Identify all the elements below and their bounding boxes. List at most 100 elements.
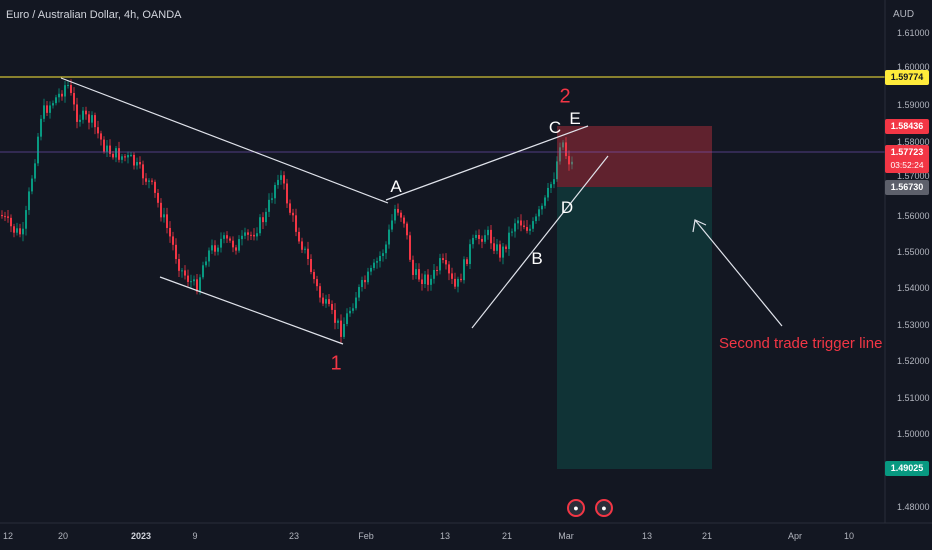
stop-loss-zone[interactable] bbox=[557, 126, 712, 187]
candle-body bbox=[298, 231, 300, 242]
candle-body bbox=[121, 156, 123, 160]
candle-body bbox=[169, 227, 171, 237]
candle-body bbox=[166, 214, 168, 228]
candle-body bbox=[160, 202, 162, 218]
candle-body bbox=[94, 115, 96, 128]
candle-body bbox=[469, 244, 471, 264]
time-axis-label: 13 bbox=[641, 531, 653, 541]
candle-body bbox=[559, 147, 561, 162]
candle-body bbox=[517, 220, 519, 224]
candle-body bbox=[340, 320, 342, 337]
candle-body bbox=[205, 261, 207, 266]
candle-body bbox=[52, 103, 54, 106]
candle-body bbox=[208, 250, 210, 262]
arrow-shaft bbox=[694, 219, 783, 327]
channel-upper-line[interactable] bbox=[60, 77, 389, 204]
candle-body bbox=[553, 179, 555, 185]
candle-body bbox=[16, 228, 18, 233]
candle-body bbox=[76, 104, 78, 122]
candle-body bbox=[556, 161, 558, 180]
candle-body bbox=[535, 216, 537, 222]
candle-body bbox=[463, 259, 465, 281]
flag-icon[interactable]: ● bbox=[567, 499, 585, 517]
candle-body bbox=[64, 85, 66, 97]
candle-body bbox=[538, 209, 540, 217]
candle-body bbox=[274, 185, 276, 199]
time-axis-label: Mar bbox=[558, 531, 574, 541]
candle-body bbox=[295, 215, 297, 232]
candle-body bbox=[478, 234, 480, 239]
time-axis-label: Apr bbox=[787, 531, 803, 541]
candle-body bbox=[88, 114, 90, 123]
candle-body bbox=[544, 197, 546, 206]
candle-body bbox=[238, 239, 240, 251]
candle-body bbox=[292, 212, 294, 216]
entry-price-tag: 1.56730 bbox=[885, 180, 929, 195]
triangle-upper-line[interactable] bbox=[385, 125, 589, 201]
candle-body bbox=[406, 223, 408, 236]
candle-body bbox=[529, 228, 531, 231]
candle-body bbox=[277, 179, 279, 186]
candle-body bbox=[352, 308, 354, 311]
price-axis-label: 1.57000 bbox=[897, 171, 930, 181]
candle-body bbox=[358, 287, 360, 298]
candle-body bbox=[187, 275, 189, 282]
time-axis-label: 23 bbox=[288, 531, 300, 541]
candle-body bbox=[61, 93, 63, 97]
candle-body bbox=[226, 235, 228, 239]
flag-icon[interactable]: ● bbox=[595, 499, 613, 517]
price-axis-label: 1.50000 bbox=[897, 429, 930, 439]
price-axis-label: 1.55000 bbox=[897, 247, 930, 257]
candle-body bbox=[520, 220, 522, 226]
candle-body bbox=[85, 110, 87, 115]
resistance-price-tag: 1.59774 bbox=[885, 70, 929, 85]
candle-body bbox=[232, 240, 234, 248]
candle-body bbox=[136, 162, 138, 166]
trigger-line[interactable] bbox=[471, 155, 609, 329]
candle-body bbox=[148, 180, 150, 182]
candle-body bbox=[190, 281, 192, 283]
candle-body bbox=[184, 270, 186, 276]
candle-body bbox=[319, 286, 321, 298]
candle-body bbox=[424, 274, 426, 285]
chart-title: Euro / Australian Dollar, 4h, OANDA bbox=[6, 9, 182, 21]
candle-body bbox=[325, 299, 327, 304]
candle-body bbox=[562, 142, 564, 148]
candle-body bbox=[301, 241, 303, 250]
time-axis-label: 21 bbox=[501, 531, 513, 541]
candle-body bbox=[508, 232, 510, 249]
candle-body bbox=[262, 217, 264, 223]
candle-body bbox=[346, 313, 348, 324]
point-d-label: D bbox=[560, 198, 574, 217]
take-profit-zone[interactable] bbox=[557, 187, 712, 469]
candle-body bbox=[421, 279, 423, 285]
candle-body bbox=[253, 234, 255, 237]
candle-body bbox=[271, 198, 273, 200]
candle-body bbox=[481, 238, 483, 242]
channel-lower-line[interactable] bbox=[159, 276, 344, 345]
current-price-value: 1.57723 bbox=[890, 147, 924, 157]
candle-body bbox=[79, 119, 81, 122]
candle-body bbox=[541, 205, 543, 210]
time-axis-label: 13 bbox=[439, 531, 451, 541]
candle-body bbox=[472, 237, 474, 245]
candle-body bbox=[364, 279, 366, 283]
point-a-label: A bbox=[390, 177, 402, 196]
candle-body bbox=[175, 244, 177, 260]
candle-body bbox=[391, 220, 393, 230]
candle-body bbox=[496, 244, 498, 251]
candle-body bbox=[46, 105, 48, 113]
candle-body bbox=[367, 271, 369, 283]
candle-body bbox=[178, 259, 180, 271]
price-axis-label: 1.48000 bbox=[897, 502, 930, 512]
candle-body bbox=[82, 110, 84, 120]
candle-body bbox=[127, 155, 129, 158]
candle-body bbox=[220, 238, 222, 248]
candle-body bbox=[283, 175, 285, 184]
time-axis-label: 21 bbox=[701, 531, 713, 541]
candle-body bbox=[445, 259, 447, 265]
candle-body bbox=[448, 264, 450, 274]
candle-body bbox=[418, 269, 420, 280]
candle-body bbox=[532, 221, 534, 229]
